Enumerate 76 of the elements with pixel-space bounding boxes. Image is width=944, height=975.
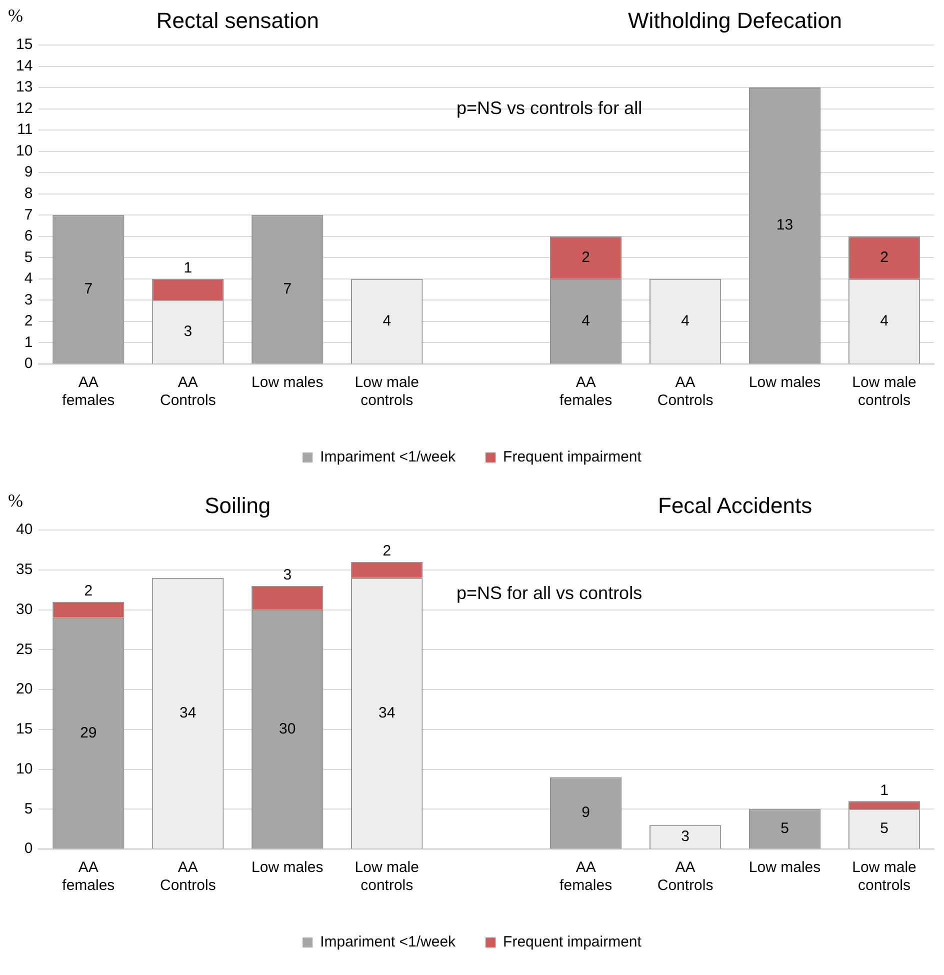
- legend-label: Impariment <1/week: [320, 934, 456, 951]
- y-tick-label: 40: [16, 521, 33, 538]
- x-tick-label: Low males: [252, 859, 324, 876]
- x-tick-label: Low males: [748, 374, 821, 392]
- y-tick-label: 9: [24, 164, 33, 181]
- y-tick-label: 1: [24, 334, 33, 351]
- x-tick-label: Low male controls: [852, 859, 916, 894]
- x-tick-label: AA females: [62, 859, 115, 894]
- data-label: 1: [184, 260, 192, 277]
- y-tick-label: 2: [24, 312, 33, 330]
- data-label: 13: [776, 216, 794, 234]
- x-tick-label: Low male controls: [354, 374, 419, 410]
- data-label: 4: [880, 312, 888, 330]
- data-label: 5: [780, 820, 789, 837]
- y-tick-label: 10: [16, 760, 33, 778]
- data-label: 30: [279, 720, 296, 738]
- y-tick-label: 8: [24, 185, 33, 202]
- data-label: 34: [378, 704, 396, 722]
- y-tick-label: 6: [24, 228, 33, 245]
- data-label: 4: [382, 312, 392, 330]
- annotation: p=NS for all vs controls: [456, 582, 642, 603]
- y-tick-label: 0: [24, 355, 33, 372]
- data-label: 1: [880, 782, 888, 799]
- y-tick-label: 10: [16, 142, 33, 160]
- text: Witholding Defecation: [628, 8, 842, 34]
- y-tick-label: 35: [16, 561, 33, 578]
- legend-label: Frequent impairment: [503, 934, 642, 951]
- data-label: 3: [283, 566, 292, 584]
- x-tick-label: AA females: [560, 859, 612, 894]
- annotation: p=NS vs controls for all: [456, 98, 642, 118]
- legend-label: Impariment <1/week: [320, 448, 456, 466]
- y-tick-label: 25: [16, 640, 33, 658]
- x-tick-label: Low male controls: [354, 859, 419, 894]
- data-label: 4: [681, 312, 690, 330]
- y-tick-label: 12: [16, 100, 33, 117]
- y-tick-label: 5: [24, 248, 33, 266]
- y-tick-label: 4: [24, 270, 33, 288]
- y-tick-label: 20: [16, 680, 33, 698]
- y-tick-label: 15: [16, 720, 33, 738]
- data-label: 2: [582, 248, 590, 266]
- x-tick-label: Low males: [252, 374, 324, 392]
- data-label: 2: [880, 248, 888, 266]
- data-label: 29: [80, 724, 97, 742]
- data-label: 9: [582, 804, 590, 822]
- data-label: 4: [582, 312, 590, 330]
- y-axis-title: %: [8, 490, 23, 511]
- data-label: 3: [681, 828, 690, 845]
- data-label: 7: [84, 280, 93, 298]
- x-tick-label: AA Controls: [657, 859, 714, 894]
- y-tick-label: 30: [16, 600, 33, 618]
- text: Rectal sensation: [156, 8, 319, 34]
- y-tick-label: 5: [24, 800, 33, 818]
- x-tick-label: Low males: [748, 859, 821, 876]
- data-label: 5: [880, 820, 888, 837]
- x-tick-label: AA females: [62, 374, 115, 410]
- legend-label: Frequent impairment: [503, 448, 642, 466]
- y-axis-title: %: [8, 6, 23, 26]
- y-tick-label: 13: [16, 78, 33, 96]
- text: Fecal Accidents: [658, 493, 812, 518]
- x-tick-label: AA females: [560, 374, 612, 410]
- y-tick-label: 15: [16, 36, 33, 54]
- x-tick-label: Low male controls: [852, 374, 916, 410]
- x-tick-label: AA Controls: [160, 374, 216, 410]
- y-tick-label: 11: [17, 121, 33, 138]
- y-tick-label: 14: [16, 57, 33, 74]
- data-label: 7: [283, 280, 292, 298]
- y-tick-label: 3: [24, 291, 33, 308]
- data-label: 2: [84, 582, 93, 600]
- y-tick-label: 0: [24, 840, 33, 858]
- data-label: 3: [184, 322, 192, 340]
- y-tick-label: 7: [24, 206, 33, 224]
- text: Soiling: [204, 493, 271, 518]
- x-tick-label: AA Controls: [160, 859, 216, 894]
- data-label: 2: [382, 542, 392, 560]
- x-tick-label: AA Controls: [657, 374, 714, 410]
- data-label: 34: [180, 704, 196, 722]
